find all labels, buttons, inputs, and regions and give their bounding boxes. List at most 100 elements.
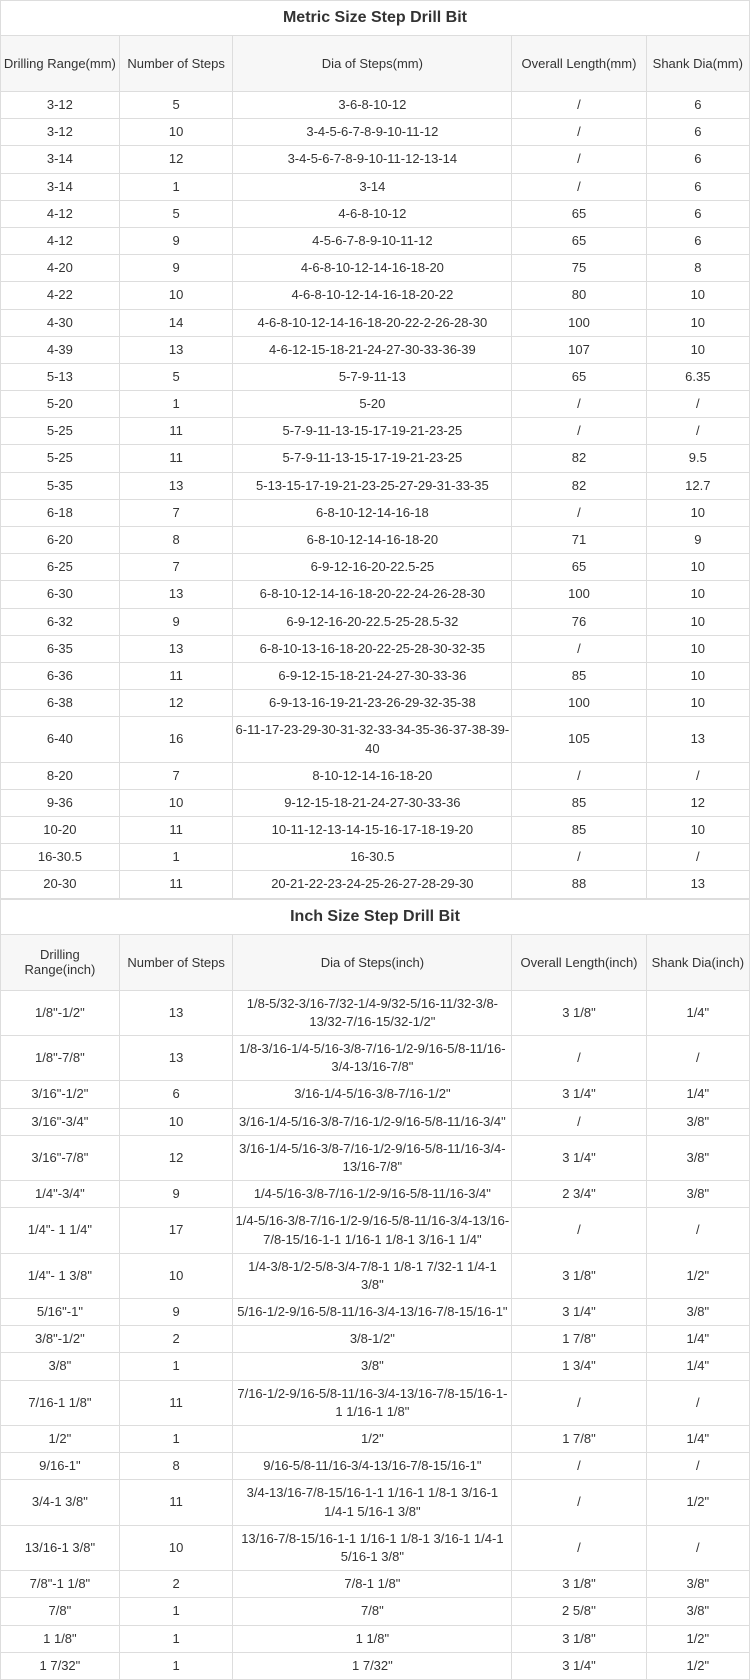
table-cell: 2 5/8'' [512,1598,646,1625]
metric-table: Metric Size Step Drill BitDrilling Range… [0,0,750,899]
table-cell: 1/2" [233,1426,512,1453]
table-cell: 4-5-6-7-8-9-10-11-12 [233,227,512,254]
table-cell: 5-7-9-11-13-15-17-19-21-23-25 [233,445,512,472]
table-row: 4-30144-6-8-10-12-14-16-18-20-22-2-26-28… [1,309,750,336]
table-cell: 6-32 [1,608,120,635]
table-cell: 13 [646,871,749,898]
table-cell: 1/4-5/16-3/8-7/16-1/2-9/16-5/8-11/16-3/4… [233,1208,512,1253]
table-cell: 85 [512,789,646,816]
table-cell: / [512,762,646,789]
table-cell: 76 [512,608,646,635]
table-row: 6-38126-9-13-16-19-21-23-26-29-32-35-381… [1,690,750,717]
table-row: 7/16-1 1/8"117/16-1/2-9/16-5/8-11/16-3/4… [1,1380,750,1425]
table-cell: 12 [646,789,749,816]
table-cell: 10-11-12-13-14-15-16-17-18-19-20 [233,817,512,844]
table-cell: 8 [646,255,749,282]
column-header: Dia of Steps(inch) [233,934,512,990]
table-cell: 5-35 [1,472,120,499]
table-cell: 1 [119,173,233,200]
table-cell: 16 [119,717,233,762]
table-cell: 3 1/8" [512,990,646,1035]
table-cell: 6-8-10-12-14-16-18-20-22-24-26-28-30 [233,581,512,608]
table-row: 9/16-1"89/16-5/8-11/16-3/4-13/16-7/8-15/… [1,1453,750,1480]
table-row: 4-2094-6-8-10-12-14-16-18-20758 [1,255,750,282]
table-cell: / [512,146,646,173]
table-cell: 82 [512,445,646,472]
table-cell: 9 [119,227,233,254]
table-cell: 10 [646,554,749,581]
table-cell: 1 7/32" [1,1652,120,1679]
table-row: 3-1413-14/6 [1,173,750,200]
table-cell: 1 7/32" [233,1652,512,1679]
table-cell: 4-6-8-10-12-14-16-18-20 [233,255,512,282]
table-cell: 6-25 [1,554,120,581]
table-cell: 5-13 [1,363,120,390]
table-cell: 1 [119,1598,233,1625]
table-cell: 3 1/4" [512,1135,646,1180]
table-cell: 5-25 [1,445,120,472]
table-cell: 3/16"-1/2" [1,1081,120,1108]
table-row: 4-1254-6-8-10-12656 [1,200,750,227]
table-cell: 10 [119,789,233,816]
table-cell: 13 [119,581,233,608]
table-cell: 3/8" [1,1353,120,1380]
table-cell: 6-8-10-12-14-16-18 [233,499,512,526]
table-cell: / [512,391,646,418]
table-cell: / [646,1208,749,1253]
table-cell: 107 [512,336,646,363]
table-cell: / [512,92,646,119]
table-cell: 7/8-1 1/8" [233,1571,512,1598]
table-row: 6-35136-8-10-13-16-18-20-22-25-28-30-32-… [1,635,750,662]
table-cell: 100 [512,581,646,608]
table-row: 13/16-1 3/8"1013/16-7/8-15/16-1-1 1/16-1… [1,1525,750,1570]
table-cell: 3-14 [1,146,120,173]
table-cell: 13/16-7/8-15/16-1-1 1/16-1 1/8-1 3/16-1 … [233,1525,512,1570]
table-cell: 1/4"-3/4" [1,1181,120,1208]
table-cell: 9 [119,1299,233,1326]
table-cell: 12.7 [646,472,749,499]
table-row: 3/4-1 3/8"113/4-13/16-7/8-15/16-1-1 1/16… [1,1480,750,1525]
table-cell: 1/4" [646,1326,749,1353]
table-cell: 9 [119,608,233,635]
table-cell: 3/16-1/4-5/16-3/8-7/16-1/2" [233,1081,512,1108]
table-cell: 10 [646,336,749,363]
table-cell: / [512,635,646,662]
table-cell: 75 [512,255,646,282]
table-cell: 3-14 [233,173,512,200]
table-cell: 4-6-12-15-18-21-24-27-30-33-36-39 [233,336,512,363]
table-cell: 5-13-15-17-19-21-23-25-27-29-31-33-35 [233,472,512,499]
table-cell: 1/4-5/16-3/8-7/16-1/2-9/16-5/8-11/16-3/4… [233,1181,512,1208]
table-cell: 1 7/8" [512,1426,646,1453]
table-cell: 10 [646,499,749,526]
table-row: 10-201110-11-12-13-14-15-16-17-18-19-208… [1,817,750,844]
table-cell: / [512,1453,646,1480]
table-cell: 3/4-13/16-7/8-15/16-1-1 1/16-1 1/8-1 3/1… [233,1480,512,1525]
table-row: 1/4"- 1 3/8"101/4-3/8-1/2-5/8-3/4-7/8-1 … [1,1253,750,1298]
table-cell: 13/16-1 3/8" [1,1525,120,1570]
table-cell: 10 [646,817,749,844]
table-cell: 5 [119,92,233,119]
table-row: 6-1876-8-10-12-14-16-18/10 [1,499,750,526]
table-cell: 13 [119,336,233,363]
table-cell: / [512,1525,646,1570]
table-cell: 10 [646,309,749,336]
table-cell: 12 [119,690,233,717]
table-cell: 13 [119,635,233,662]
column-header: Drilling Range(mm) [1,36,120,92]
table-cell: 7 [119,554,233,581]
table-cell: 7/16-1 1/8" [1,1380,120,1425]
table-cell: 6-38 [1,690,120,717]
table-row: 1 1/8"11 1/8"3 1/8"1/2" [1,1625,750,1652]
table-cell: 6 [646,173,749,200]
table-row: 5-35135-13-15-17-19-21-23-25-27-29-31-33… [1,472,750,499]
table-cell: 6-9-12-15-18-21-24-27-30-33-36 [233,662,512,689]
table-row: 1/8"-1/2"131/8-5/32-3/16-7/32-1/4-9/32-5… [1,990,750,1035]
table-cell: 3/16-1/4-5/16-3/8-7/16-1/2-9/16-5/8-11/1… [233,1135,512,1180]
table-cell: 1/4"- 1 1/4" [1,1208,120,1253]
table-cell: 1 [119,391,233,418]
table-cell: 8-20 [1,762,120,789]
table-cell: 1 [119,1625,233,1652]
table-cell: 2 [119,1571,233,1598]
table-cell: 13 [119,990,233,1035]
table-row: 6-30136-8-10-12-14-16-18-20-22-24-26-28-… [1,581,750,608]
